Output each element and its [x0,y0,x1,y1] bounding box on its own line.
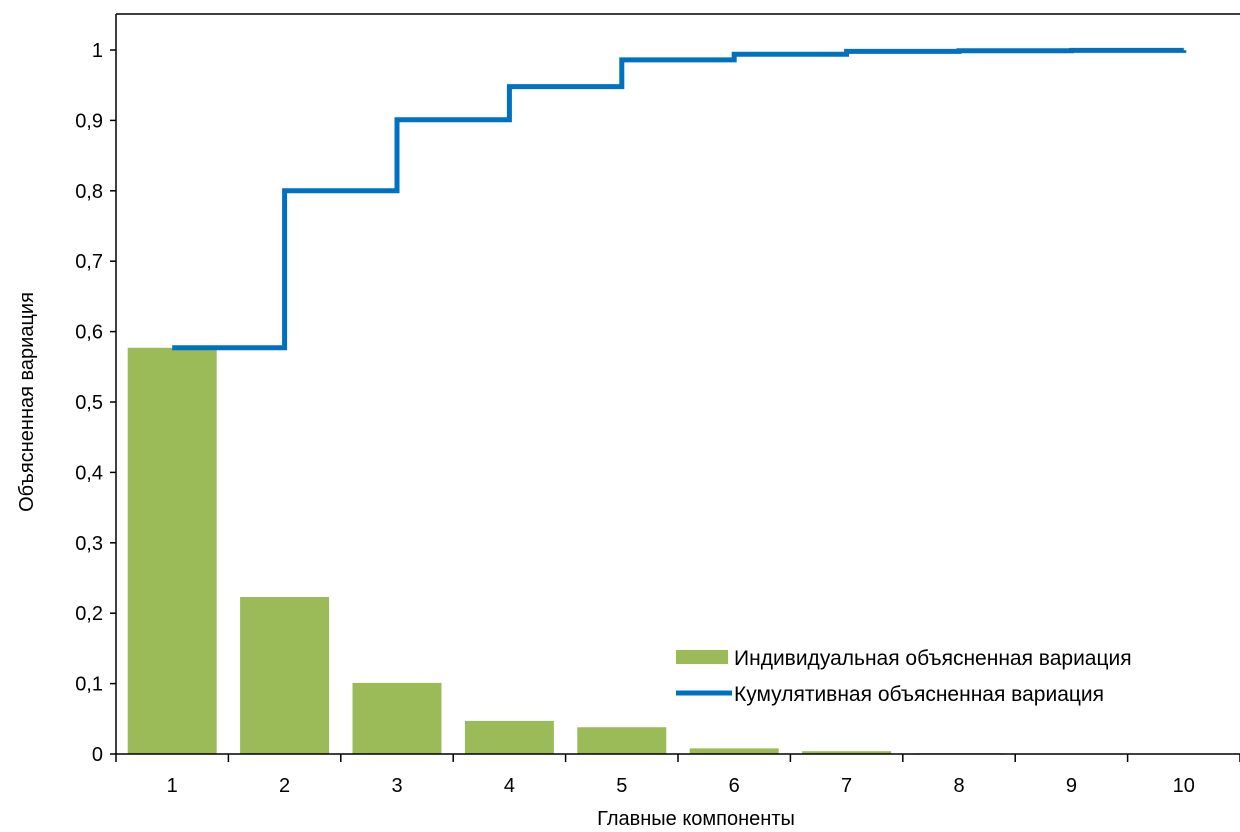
x-tick-label: 4 [504,775,515,797]
cumulative-step-line [172,47,1187,351]
y-tick-label: 0,4 [75,462,103,484]
y-tick-label: 0,7 [75,251,103,273]
y-tick-label: 0,9 [75,110,103,132]
bar-5 [577,727,667,754]
bar-1 [127,347,217,754]
y-axis-ticks: 0 0,1 0,2 0,3 0,4 0,5 0,6 0,7 0,8 0,9 1 [75,40,116,766]
bar-4 [464,720,554,754]
legend: Индивидуальная объясненная вариация Куму… [676,647,1132,706]
x-tick-label: 6 [729,775,740,797]
bar-series [127,347,1229,754]
x-tick-label: 2 [279,775,290,797]
bar-2 [240,597,330,754]
x-tick-label: 10 [1173,775,1195,797]
x-axis-title: Главные компоненты [597,808,795,830]
y-tick-label: 0 [92,744,103,766]
x-tick-label: 5 [616,775,627,797]
x-tick-label: 3 [391,775,402,797]
x-axis-ticks: 1 2 3 4 5 6 7 8 9 10 [115,754,1240,797]
y-tick-label: 0,8 [75,181,103,203]
bar-3 [352,682,442,754]
x-tick-label: 1 [167,775,178,797]
x-tick-label: 8 [953,775,964,797]
legend-line-label: Кумулятивная объясненная вариация [734,683,1104,706]
x-tick-label: 7 [841,775,852,797]
x-tick-label: 9 [1066,775,1077,797]
y-tick-label: 1 [92,40,103,62]
legend-bar-label: Индивидуальная объясненная вариация [734,647,1132,670]
y-tick-label: 0,5 [75,392,103,414]
y-axis-title: Объясненная вариация [16,292,38,512]
legend-bar-swatch [676,650,728,664]
y-tick-label: 0,3 [75,533,103,555]
bar-7 [802,751,892,754]
y-tick-label: 0,6 [75,322,103,344]
cumulative-series [172,47,1187,351]
y-tick-label: 0,1 [75,674,103,696]
y-tick-label: 0,2 [75,603,103,625]
bar-6 [689,748,779,754]
